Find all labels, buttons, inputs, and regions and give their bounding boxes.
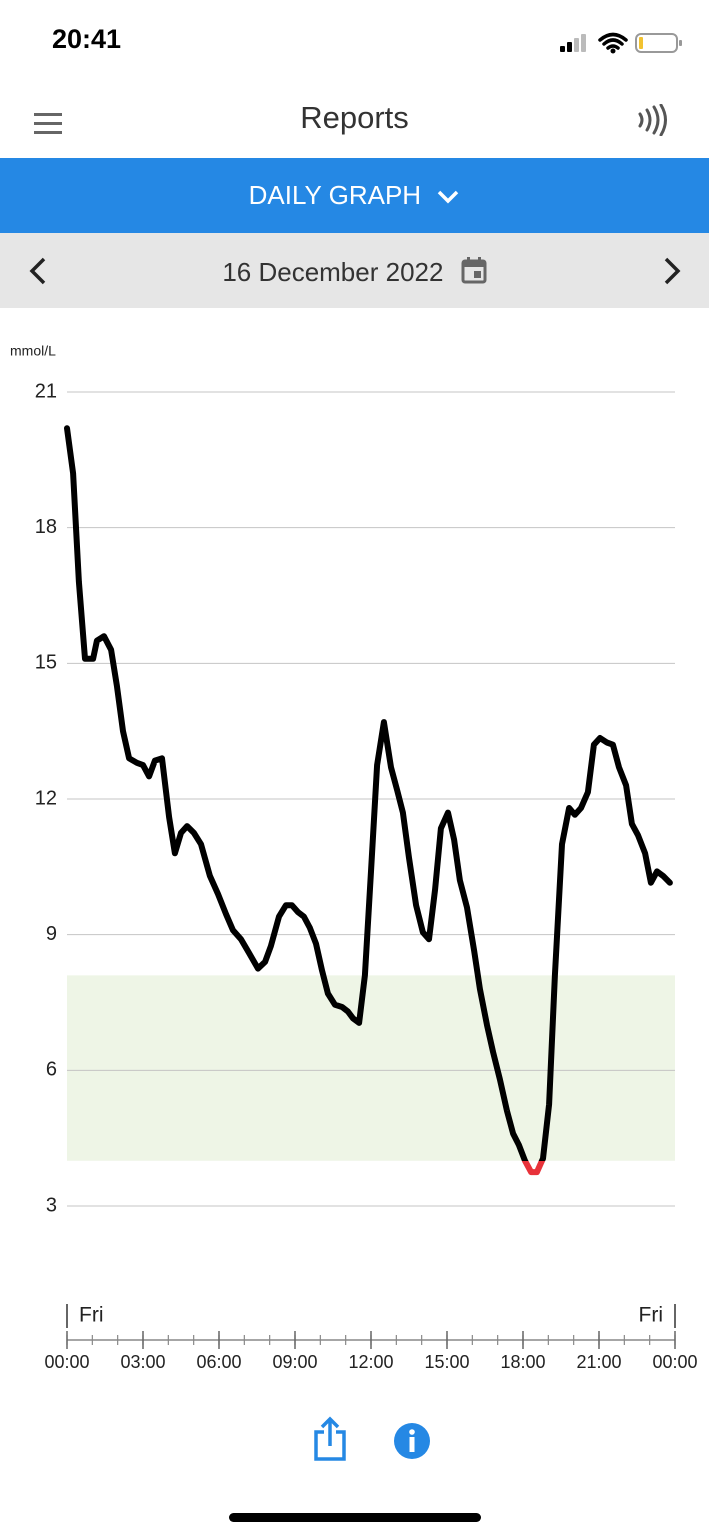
day-label: Fri: [79, 1304, 104, 1327]
status-icons: [560, 32, 682, 54]
tab-label[interactable]: DAILY GRAPH: [0, 180, 709, 211]
date-text[interactable]: 16 December 2022: [222, 257, 444, 287]
date-label[interactable]: 16 December 2022: [0, 256, 709, 288]
info-icon[interactable]: [393, 1422, 431, 1460]
y-tick-label: 6: [46, 1059, 57, 1081]
dropdown-chevron: [438, 190, 459, 204]
x-tick-label: 00:00: [652, 1352, 697, 1372]
prev-arrow[interactable]: [26, 256, 50, 286]
x-tick-label: 15:00: [424, 1352, 469, 1372]
chart: mmol/L 3 6 9 12 15 18 21 00:00 03:00 06:00 09:00 12:…: [10, 343, 698, 1372]
tab-bar[interactable]: [0, 158, 709, 233]
y-tick-label: 18: [35, 516, 57, 538]
x-tick-label: 09:00: [272, 1352, 317, 1372]
status-time: 20:41: [52, 24, 122, 54]
date-bar: [0, 233, 709, 308]
next-arrow[interactable]: [660, 256, 684, 286]
target-range: [67, 975, 675, 1161]
x-tick-label: 21:00: [576, 1352, 621, 1372]
header-title: Reports: [300, 100, 409, 135]
x-tick-label: 00:00: [44, 1352, 89, 1372]
y-tick-label: 3: [46, 1194, 57, 1216]
y-tick-label: 15: [35, 652, 57, 674]
x-tick-label: 06:00: [196, 1352, 241, 1372]
x-tick-label: 03:00: [120, 1352, 165, 1372]
day-label: Fri: [639, 1304, 664, 1327]
y-tick-label: 12: [35, 787, 57, 809]
y-axis-label: mmol/L: [10, 343, 56, 359]
share-icon[interactable]: [312, 1416, 348, 1462]
scan-icon[interactable]: [636, 104, 670, 136]
glucose-line: [64, 425, 673, 1176]
x-tick-label: 18:00: [500, 1352, 545, 1372]
y-tick-label: 9: [46, 923, 57, 945]
home-indicator: [229, 1513, 481, 1522]
menu-icon[interactable]: [32, 110, 64, 138]
y-tick-label: 21: [35, 380, 57, 402]
calendar-icon[interactable]: [461, 256, 487, 284]
tab-text[interactable]: DAILY GRAPH: [248, 180, 422, 210]
x-tick-label: 12:00: [348, 1352, 393, 1372]
